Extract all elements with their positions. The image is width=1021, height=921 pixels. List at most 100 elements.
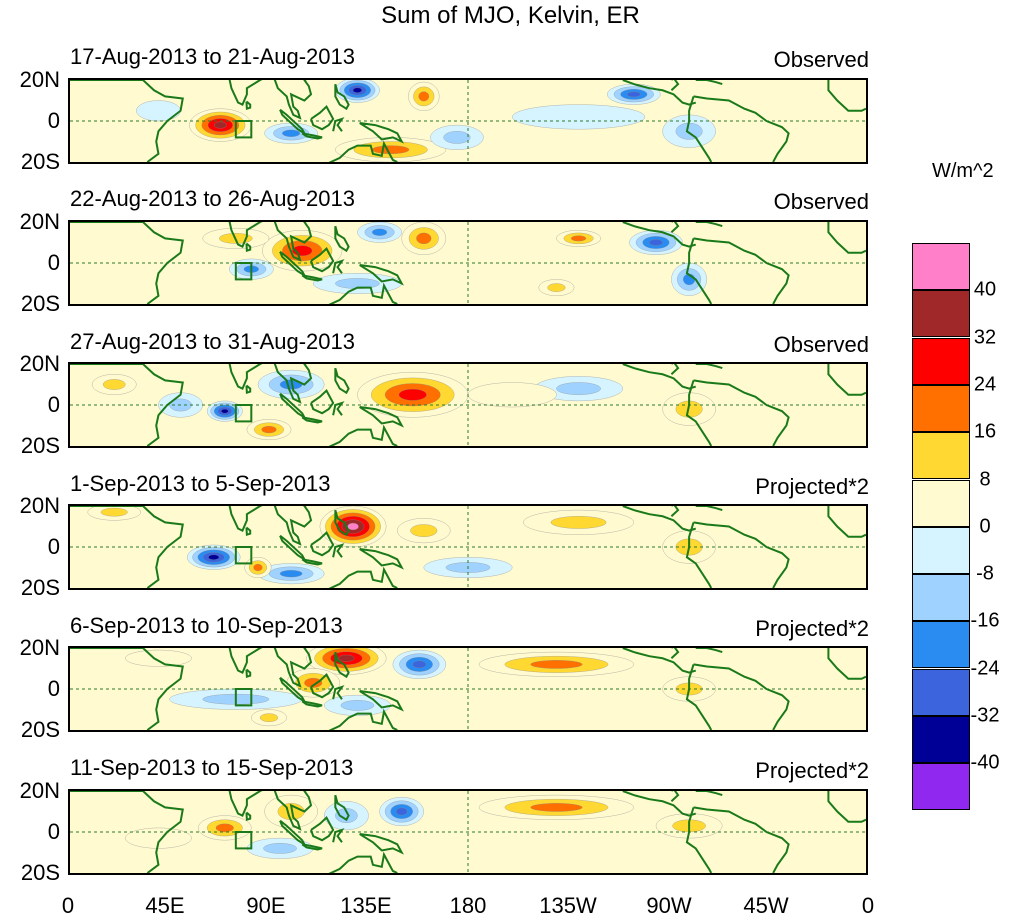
coastline — [695, 80, 723, 86]
coastline — [827, 222, 866, 254]
latitude-label: 20N — [19, 209, 60, 234]
coastline — [359, 122, 404, 144]
coastline — [332, 543, 345, 558]
coastline — [332, 828, 345, 843]
latitude-label: 20S — [20, 575, 60, 600]
panel-date-range: 11-Sep-2013 to 15-Sep-2013 — [70, 755, 354, 780]
colorbar-tick-label: 16 — [973, 420, 997, 443]
colorbar-tick-label: 32 — [973, 326, 997, 349]
coastline — [670, 80, 680, 91]
panel-type-label: Projected*2 — [755, 616, 869, 641]
anomaly-contour — [530, 803, 583, 812]
coastline — [228, 222, 263, 248]
anomaly-contour — [215, 823, 234, 833]
coastline — [359, 833, 404, 855]
reference-box — [234, 262, 253, 281]
colorbar-swatch — [912, 668, 970, 716]
coastline — [301, 558, 323, 566]
panel-date-range: 17-Aug-2013 to 21-Aug-2013 — [70, 44, 355, 69]
coastline — [334, 651, 350, 679]
panel-type-label: Observed — [773, 332, 869, 357]
anomaly-contour — [125, 827, 192, 849]
latitude-label: 0 — [47, 819, 60, 844]
coastline — [228, 364, 263, 390]
anomaly-contour — [125, 649, 192, 667]
coastline — [334, 794, 350, 822]
coastline — [310, 531, 335, 557]
longitude-label: 135W — [539, 893, 597, 918]
coastline — [310, 105, 335, 131]
anomaly-field — [70, 506, 866, 588]
reference-box — [234, 120, 253, 139]
coastline — [310, 247, 335, 273]
anomaly-contour — [340, 700, 375, 711]
anomaly-contour — [556, 382, 601, 395]
coastline — [359, 264, 404, 286]
latitude-label: 0 — [47, 534, 60, 559]
anomaly-contour — [398, 388, 427, 401]
coastline — [245, 668, 252, 679]
coastline — [70, 222, 184, 304]
longitude-label: 90W — [646, 893, 692, 918]
anomaly-contour — [304, 677, 323, 688]
coastline — [70, 80, 184, 162]
hovmoller-map-panel — [68, 789, 868, 875]
longitude-label: 90E — [246, 893, 286, 918]
longitude-label: 0 — [61, 893, 75, 918]
anomaly-contour — [279, 570, 303, 578]
latitude-label: 0 — [47, 676, 60, 701]
coastline — [273, 80, 313, 120]
panel-type-label: Projected*2 — [755, 758, 869, 783]
coastline — [228, 80, 263, 106]
coastline — [693, 379, 790, 446]
anomaly-contour — [263, 843, 297, 854]
panel-type-label: Observed — [773, 47, 869, 72]
coastline — [301, 132, 323, 140]
figure-title: Sum of MJO, Kelvin, ER — [381, 2, 640, 29]
coastline — [695, 222, 723, 228]
latitude-label: 20N — [19, 351, 60, 376]
coastline — [245, 242, 252, 253]
coastline — [334, 225, 350, 253]
colorbar-tick-label: -16 — [970, 609, 1000, 632]
colorbar-tick-label: -32 — [970, 704, 1000, 727]
anomaly-contour — [214, 121, 227, 129]
coastline — [332, 259, 345, 274]
anomaly-contour — [627, 91, 641, 98]
anomaly-contour — [103, 379, 126, 390]
coastline — [693, 663, 790, 730]
coastline — [328, 424, 398, 446]
coastline — [685, 807, 713, 873]
anomaly-field — [70, 222, 866, 304]
coastline — [332, 117, 345, 132]
coastline — [334, 509, 350, 537]
colorbar-tick-label: 24 — [973, 373, 997, 396]
coastline — [359, 406, 404, 428]
panel-type-label: Projected*2 — [755, 474, 869, 499]
anomaly-contour — [550, 516, 607, 529]
longitude-label: 45E — [145, 893, 185, 918]
anomaly-contour — [571, 235, 587, 242]
coastline — [301, 843, 323, 851]
colorbar-swatch — [912, 243, 970, 290]
coastline — [245, 384, 252, 395]
coastline — [273, 791, 313, 831]
colorbar-swatch — [912, 290, 970, 338]
coastline — [827, 364, 866, 396]
anomaly-contour — [443, 131, 471, 144]
colorbar-swatch — [912, 526, 970, 574]
anomaly-contour — [410, 524, 438, 537]
latitude-label: 20S — [20, 291, 60, 316]
coastline — [827, 80, 866, 112]
anomaly-contour — [512, 104, 646, 130]
coastline — [328, 708, 398, 730]
colorbar-swatch — [912, 337, 970, 385]
coastline — [310, 389, 335, 415]
anomaly-contour — [649, 239, 663, 246]
coastline — [685, 380, 713, 446]
colorbar-tick-label: 0 — [979, 515, 991, 538]
anomaly-contour — [347, 522, 359, 531]
coastline — [310, 673, 335, 699]
latitude-label: 0 — [47, 392, 60, 417]
colorbar-tick-label: 8 — [979, 468, 991, 490]
